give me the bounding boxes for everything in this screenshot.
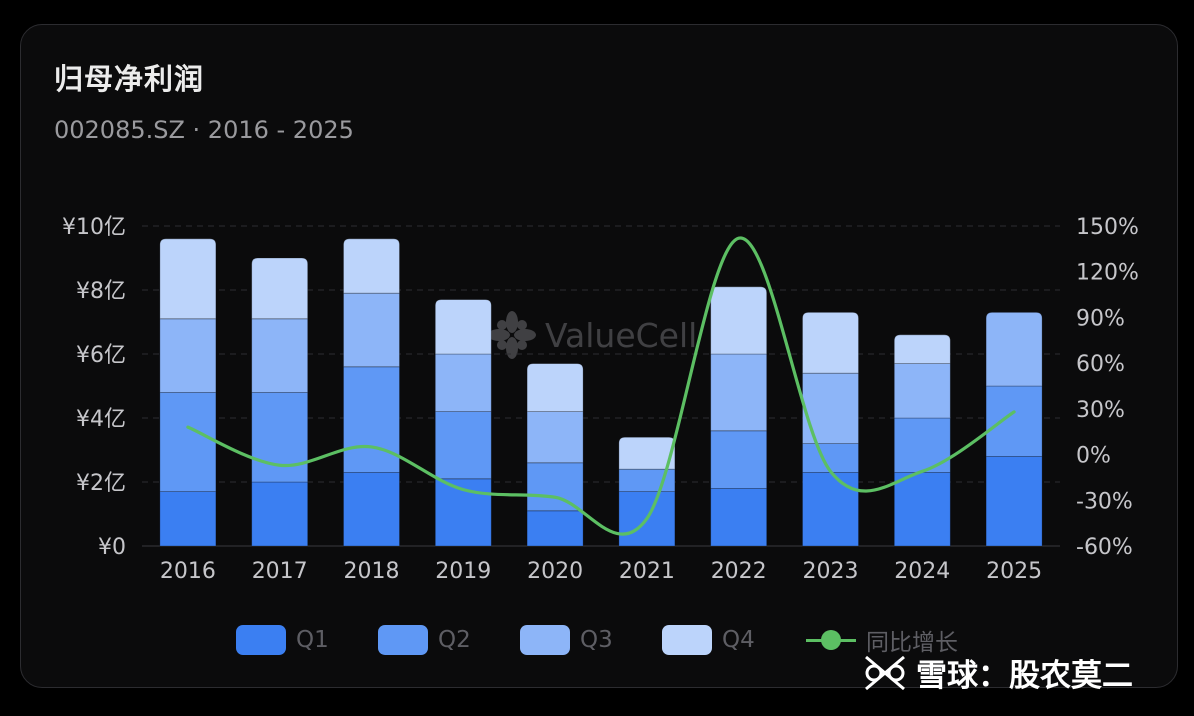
- y-left-tick-label: ¥8亿: [76, 279, 126, 304]
- bar-segment-q4-2020: [526, 363, 584, 412]
- y-right-tick-label: 90%: [1076, 306, 1125, 331]
- bar-segment-q3-2019: [434, 353, 492, 412]
- legend-item-growth[interactable]: 同比增长: [806, 620, 958, 660]
- bar-segment-q3-2023: [802, 372, 859, 444]
- legend-label-q1: Q1: [296, 627, 329, 653]
- bar-segment-q2-2016: [159, 392, 217, 492]
- x-tick-label: 2016: [160, 559, 216, 584]
- bar-segment-q1-2020: [526, 510, 584, 547]
- x-tick-label: 2022: [711, 559, 767, 584]
- legend-swatch-q2: [378, 625, 428, 655]
- bar-segment-q1-2022: [710, 488, 768, 547]
- bar-segment-q3-2018: [343, 292, 400, 368]
- bar-segment-q2-2023: [802, 443, 859, 473]
- y-right-tick-label: 120%: [1076, 261, 1139, 286]
- legend-label-growth: 同比增长: [866, 630, 958, 656]
- x-tick-label: 2025: [986, 559, 1042, 584]
- legend-line-marker-icon: [806, 625, 856, 655]
- y-left-tick-label: ¥2亿: [76, 471, 126, 496]
- y-right-tick-label: 30%: [1076, 398, 1125, 423]
- watermark-text: ValueCell: [545, 315, 698, 355]
- y-right-tick-label: -30%: [1076, 489, 1133, 514]
- bar-segment-q4-2024: [893, 334, 951, 364]
- xueqiu-logo-icon: [865, 655, 905, 690]
- bar-segment-q1-2025: [985, 456, 1043, 547]
- chart-legend: Q1 Q2 Q3 Q4 同比增长: [0, 620, 1194, 660]
- legend-item-q4[interactable]: Q4: [662, 620, 755, 660]
- legend-label-q4: Q4: [722, 627, 755, 653]
- x-tick-label: 2018: [344, 559, 400, 584]
- bar-segment-q3-2022: [710, 353, 768, 432]
- bar-segment-q4-2016: [159, 238, 217, 320]
- x-tick-label: 2021: [619, 559, 675, 584]
- x-tick-label: 2019: [435, 559, 491, 584]
- bar-segment-q1-2024: [893, 472, 951, 547]
- y-right-tick-label: 0%: [1076, 444, 1111, 469]
- legend-label-q3: Q3: [580, 627, 613, 653]
- legend-item-q3[interactable]: Q3: [520, 620, 613, 660]
- watermark: ValueCell: [487, 310, 697, 360]
- x-tick-label: 2020: [527, 559, 583, 584]
- chart-subtitle: 002085.SZ · 2016 - 2025: [54, 116, 354, 144]
- bar-segment-q2-2019: [434, 411, 492, 480]
- y-left-tick-label: ¥10亿: [62, 215, 126, 240]
- bar-segment-q2-2025: [985, 385, 1043, 457]
- footer-text: 雪球：股农莫二: [916, 658, 1133, 694]
- bar-segment-q1-2018: [343, 472, 400, 547]
- y-right-tick-label: 150%: [1076, 215, 1139, 240]
- legend-swatch-q4: [662, 625, 712, 655]
- legend-label-q2: Q2: [438, 627, 471, 653]
- bar-segment-q3-2017: [251, 318, 309, 393]
- bar-segment-q3-2020: [526, 411, 584, 464]
- x-tick-label: 2023: [803, 559, 859, 584]
- bar-segment-q1-2023: [802, 472, 859, 547]
- bar-segment-q2-2018: [343, 366, 400, 473]
- chart-title: 归母净利润: [54, 62, 205, 96]
- growth-line-series: [186, 236, 1016, 536]
- bar-segment-q2-2017: [251, 392, 309, 483]
- bar-segment-q4-2022: [710, 286, 768, 355]
- bar-segment-q3-2025: [985, 312, 1043, 387]
- bar-segment-q4-2017: [251, 257, 309, 320]
- bar-segment-q3-2024: [893, 363, 951, 419]
- x-tick-label: 2017: [252, 559, 308, 584]
- y-left-tick-label: ¥6亿: [76, 343, 126, 368]
- bar-segment-q4-2018: [343, 238, 400, 294]
- legend-item-q1[interactable]: Q1: [236, 620, 329, 660]
- y-right-tick-label: 60%: [1076, 352, 1125, 377]
- bar-segment-q4-2023: [802, 312, 859, 374]
- bar-segment-q4-2019: [434, 299, 492, 355]
- footer-attribution: 雪球：股农莫二: [862, 650, 1133, 695]
- legend-swatch-q1: [236, 625, 286, 655]
- y-right-tick-label: -60%: [1076, 535, 1133, 560]
- y-left-tick-label: ¥4亿: [76, 407, 126, 432]
- y-left-tick-label: ¥0: [98, 535, 126, 560]
- bar-segment-q1-2016: [159, 491, 217, 547]
- legend-swatch-q3: [520, 625, 570, 655]
- bar-segment-q2-2020: [526, 462, 584, 512]
- valuecell-logo-icon: [488, 311, 536, 359]
- bar-segment-q2-2022: [710, 430, 768, 489]
- legend-item-q2[interactable]: Q2: [378, 620, 471, 660]
- bar-segment-q3-2016: [159, 318, 217, 393]
- x-tick-label: 2024: [894, 559, 950, 584]
- bar-segment-q1-2017: [251, 481, 309, 547]
